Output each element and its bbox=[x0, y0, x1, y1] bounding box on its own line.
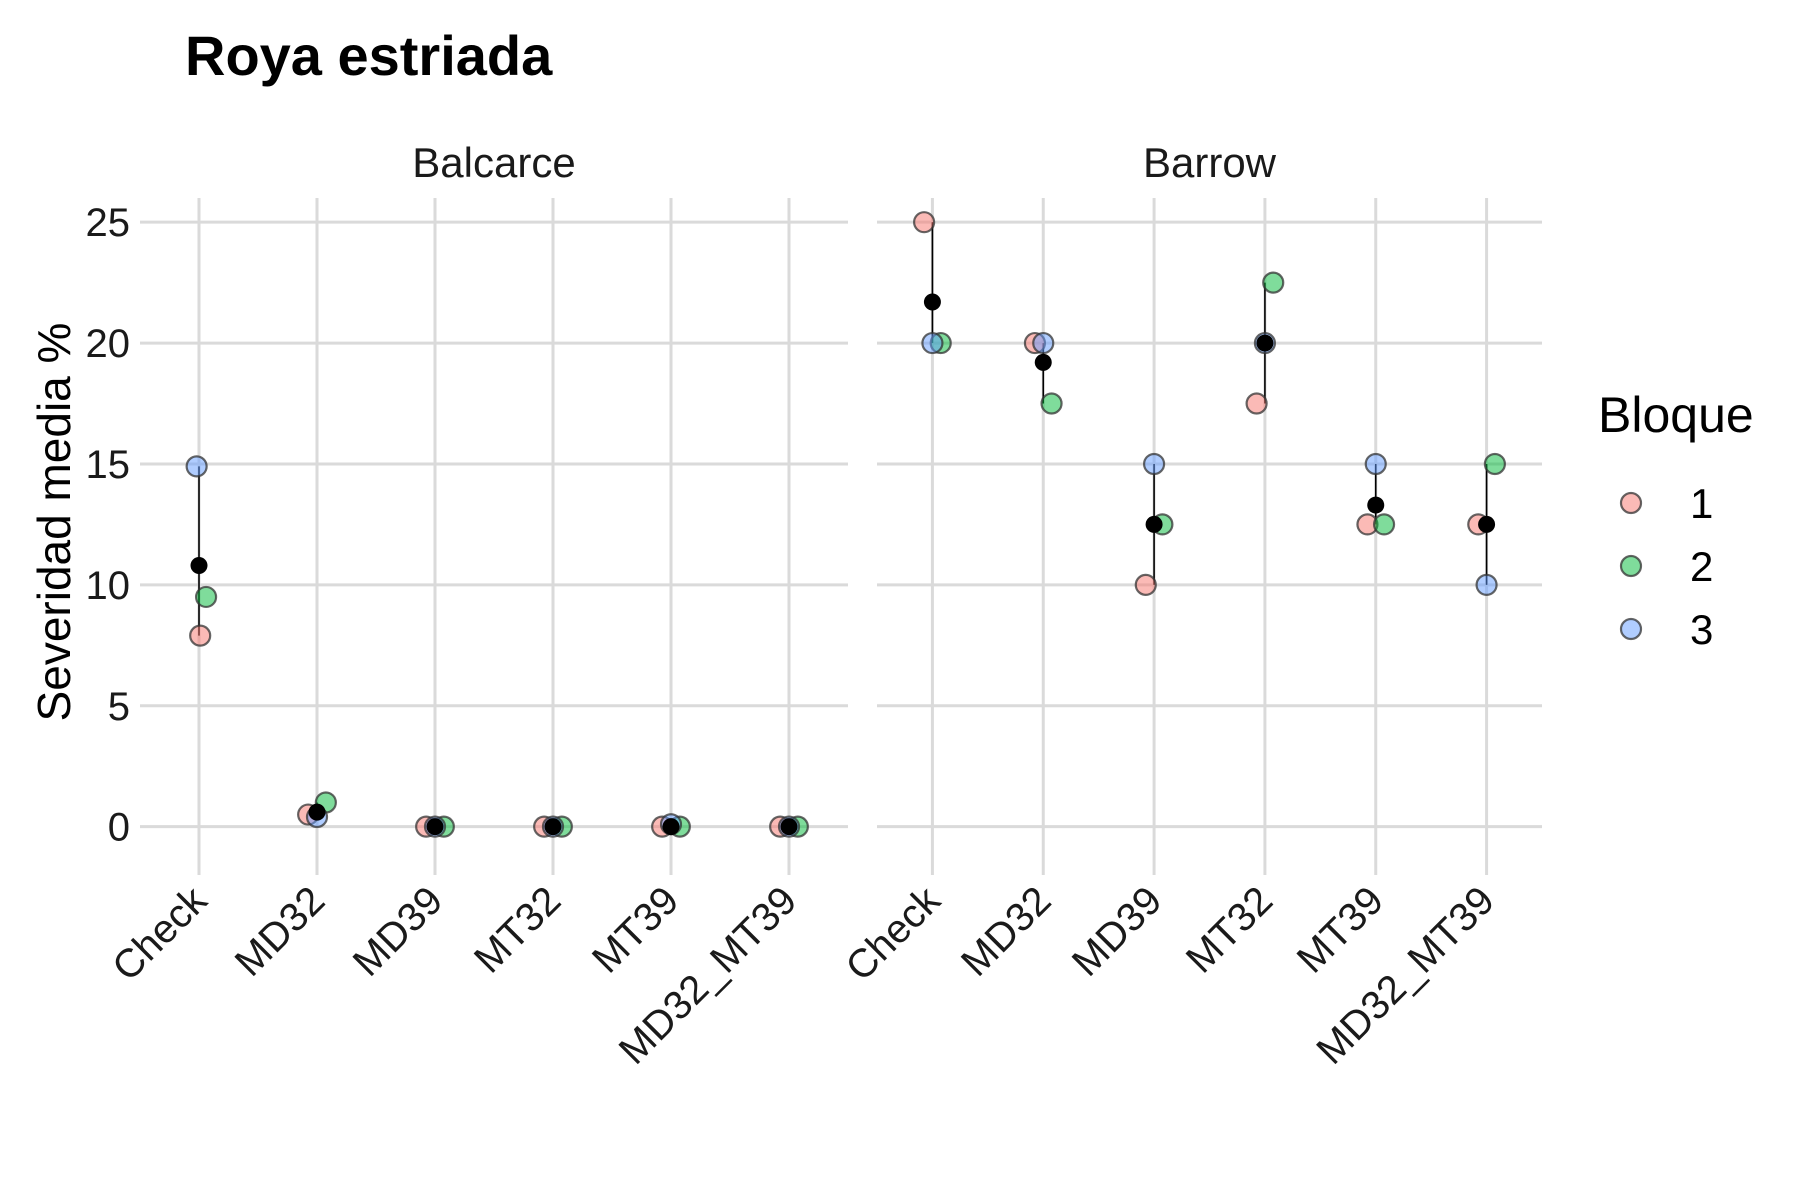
data-point bbox=[913, 211, 936, 234]
x-tick-label: MD32 bbox=[953, 878, 1060, 985]
data-point bbox=[1483, 452, 1506, 476]
y-axis-ticks: 0 5 10 15 20 25 bbox=[86, 201, 131, 849]
legend-key bbox=[1619, 554, 1643, 578]
legend-title: Bloque bbox=[1598, 387, 1754, 443]
y-tick-label: 0 bbox=[108, 806, 130, 850]
data-point bbox=[921, 331, 944, 355]
mean-point bbox=[923, 293, 941, 311]
panel-strip-label: Balcarce bbox=[412, 139, 575, 186]
data-point bbox=[1262, 271, 1285, 294]
legend-key bbox=[1619, 491, 1643, 515]
x-tick-label: Check bbox=[104, 878, 216, 990]
chart-title: Roya estriada bbox=[185, 24, 553, 87]
panel-strip-label: Barrow bbox=[1143, 139, 1277, 186]
data-point bbox=[1475, 573, 1498, 596]
legend: Bloque 1 2 3 bbox=[1598, 387, 1754, 653]
data-point bbox=[1364, 452, 1387, 476]
x-tick-label: MD39 bbox=[1064, 878, 1171, 985]
data-point bbox=[1142, 452, 1166, 476]
legend-label: 3 bbox=[1690, 606, 1713, 653]
mean-point bbox=[1145, 515, 1163, 533]
x-tick-label: MT32 bbox=[466, 878, 569, 981]
mean-point bbox=[780, 818, 798, 836]
y-axis-label: Severidad media % bbox=[28, 323, 80, 722]
x-tick-label: MT39 bbox=[584, 878, 687, 981]
x-tick-label: MT39 bbox=[1289, 878, 1392, 981]
y-tick-label: 25 bbox=[86, 201, 131, 245]
x-tick-label: MT32 bbox=[1178, 878, 1281, 981]
mean-point bbox=[662, 818, 680, 836]
x-tick-label: MD39 bbox=[345, 878, 452, 985]
mean-point bbox=[544, 818, 562, 836]
y-tick-label: 10 bbox=[86, 564, 131, 608]
mean-point bbox=[1478, 515, 1496, 533]
y-tick-label: 5 bbox=[108, 685, 130, 729]
mean-point bbox=[1034, 353, 1052, 371]
data-point bbox=[1372, 513, 1396, 536]
legend-label: 2 bbox=[1690, 543, 1713, 590]
mean-point bbox=[190, 557, 208, 575]
legend-key bbox=[1619, 617, 1643, 641]
data-point bbox=[1040, 392, 1063, 415]
mean-point bbox=[1367, 496, 1385, 514]
y-tick-label: 20 bbox=[86, 322, 131, 366]
data-point bbox=[1245, 392, 1268, 415]
data-point bbox=[194, 585, 218, 609]
mean-point bbox=[426, 818, 444, 836]
mean-point bbox=[308, 803, 326, 821]
legend-label: 1 bbox=[1690, 480, 1713, 527]
data-point bbox=[1032, 331, 1055, 355]
data-point bbox=[185, 455, 208, 478]
mean-point bbox=[1256, 334, 1274, 352]
y-tick-label: 15 bbox=[86, 443, 131, 487]
x-tick-label: MD32 bbox=[227, 878, 334, 985]
x-tick-label: Check bbox=[837, 878, 949, 990]
data-point bbox=[189, 624, 212, 647]
data-point bbox=[1134, 573, 1157, 596]
